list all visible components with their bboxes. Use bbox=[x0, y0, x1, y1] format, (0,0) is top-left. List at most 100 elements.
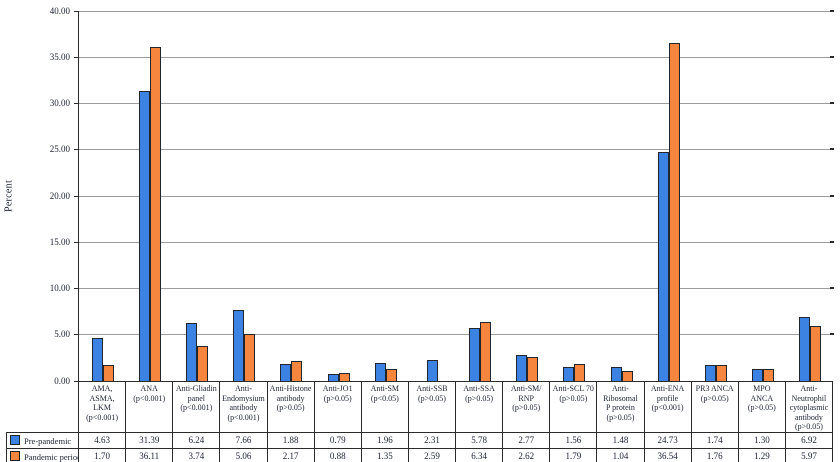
value-cell: 36.54 bbox=[643, 447, 692, 462]
category-header-cell: ANA (p<0.001) bbox=[125, 381, 174, 433]
bar-pandemic-period bbox=[621, 371, 633, 381]
gridline bbox=[79, 102, 834, 104]
category-header-cell: Anti-SSB (p>0.05) bbox=[407, 381, 457, 433]
bar-group bbox=[504, 11, 551, 381]
gridline bbox=[79, 9, 834, 12]
category-header-cell: Anti-SSA (p>0.05) bbox=[454, 381, 504, 433]
y-tick-label: 20.00 bbox=[49, 190, 70, 201]
category-header-cell: AMA, ASMA, LKM (p<0.001) bbox=[77, 381, 127, 433]
category-header-cell: Anti-SM/RNP (p>0.05) bbox=[502, 381, 551, 433]
bar-pandemic-period bbox=[102, 365, 114, 381]
bar-pre-pandemic bbox=[657, 152, 669, 381]
bar-pre-pandemic bbox=[469, 327, 481, 381]
pre-pandemic-row: Pre-pandemic 4.63 31.39 6.24 7.66 1.88 0.79 1.9… bbox=[6, 431, 834, 449]
gridline bbox=[79, 148, 834, 151]
value-cell: 31.39 bbox=[125, 431, 174, 449]
bar-group bbox=[221, 11, 268, 381]
y-tick-mark bbox=[74, 10, 78, 12]
bar-pre-pandemic bbox=[799, 317, 811, 381]
bar-group bbox=[787, 11, 834, 381]
value-cell: 1.70 bbox=[77, 447, 127, 462]
category-header-cell: Anti-ENA profile (p<0.001) bbox=[643, 381, 692, 433]
value-cell: 1.74 bbox=[690, 431, 739, 449]
bar-pre-pandemic bbox=[610, 367, 622, 381]
category-header-cell: Anti- Endomysium antibody (p<0.001) bbox=[219, 381, 268, 433]
value-cell: 1.35 bbox=[360, 447, 409, 462]
bar-pandemic-period bbox=[668, 43, 680, 381]
y-tick-label: 25.00 bbox=[49, 144, 70, 155]
category-header-cell: Anti- Ribosomal P protein (p>0.05) bbox=[596, 381, 645, 433]
bar-group bbox=[551, 11, 598, 381]
category-header-cell: PR3 ANCA (p>0.05) bbox=[690, 381, 739, 433]
legend-label: Pre-pandemic bbox=[24, 435, 72, 446]
bar-group bbox=[79, 11, 126, 381]
bar-group bbox=[126, 11, 173, 381]
bar-pandemic-period bbox=[574, 364, 586, 381]
value-cell: 1.88 bbox=[266, 431, 315, 449]
legend-swatch-pre-pandemic bbox=[10, 434, 20, 445]
y-tick-mark bbox=[74, 288, 78, 289]
gridline bbox=[79, 333, 834, 336]
bar-pandemic-period bbox=[196, 346, 208, 381]
bar-pre-pandemic bbox=[563, 366, 575, 381]
bar-pre-pandemic bbox=[374, 362, 386, 381]
bar-group bbox=[362, 11, 409, 381]
value-cell: 1.96 bbox=[360, 431, 409, 449]
bar-pre-pandemic bbox=[185, 323, 197, 381]
gridline bbox=[79, 194, 834, 197]
bar-group bbox=[692, 11, 739, 381]
bar-group bbox=[409, 11, 456, 381]
y-tick-label: 10.00 bbox=[49, 283, 70, 293]
y-tick-label: 0.00 bbox=[54, 375, 70, 386]
value-cell: 36.11 bbox=[125, 447, 174, 462]
bar-pandemic-period bbox=[149, 46, 161, 381]
value-cell: 2.62 bbox=[502, 447, 551, 462]
bar-pre-pandemic bbox=[516, 355, 528, 381]
plot-area bbox=[78, 9, 834, 381]
y-tick-mark bbox=[74, 334, 78, 336]
y-tick-mark bbox=[74, 56, 78, 58]
category-header-cell: Anti-SM (p<0.05) bbox=[360, 381, 409, 433]
bar-pandemic-period bbox=[527, 356, 539, 381]
value-cell: 0.88 bbox=[313, 447, 362, 462]
bar-pandemic-period bbox=[385, 368, 397, 381]
bar-pandemic-period bbox=[810, 325, 822, 381]
data-table: AMA, ASMA, LKM (p<0.001) ANA (p<0.001) Anti-Gl… bbox=[6, 381, 834, 462]
bar-pre-pandemic bbox=[752, 368, 764, 381]
y-tick-mark bbox=[74, 149, 78, 151]
bar-group bbox=[598, 11, 645, 381]
value-cell: 24.73 bbox=[643, 431, 692, 449]
legend-cell: Pandemic period bbox=[6, 447, 79, 462]
value-cell: 1.30 bbox=[737, 431, 786, 449]
category-header-cell: Anti-Gliadin panel (p<0.001) bbox=[172, 381, 221, 433]
gridline bbox=[79, 240, 834, 243]
y-tick-mark bbox=[74, 380, 78, 382]
bar-group bbox=[457, 11, 504, 381]
table-header-row: AMA, ASMA, LKM (p<0.001) ANA (p<0.001) Anti-Gl… bbox=[7, 381, 834, 433]
value-cell: 1.29 bbox=[737, 447, 786, 462]
bar-pandemic-period bbox=[480, 322, 492, 381]
value-cell: 6.24 bbox=[172, 431, 221, 449]
value-cell: 1.56 bbox=[549, 431, 598, 449]
value-cell: 2.77 bbox=[502, 431, 551, 449]
value-cell: 1.76 bbox=[690, 447, 739, 462]
bar-group bbox=[268, 11, 315, 381]
gridline bbox=[79, 287, 834, 289]
value-cell: 5.06 bbox=[219, 447, 268, 462]
bar-group bbox=[740, 11, 787, 381]
value-cell: 2.17 bbox=[266, 447, 315, 462]
y-tick-label: 35.00 bbox=[49, 51, 70, 62]
bar-pandemic-period bbox=[716, 364, 728, 381]
value-cell: 2.31 bbox=[407, 431, 457, 449]
value-cell: 3.74 bbox=[172, 447, 221, 462]
category-header-cell: Anti- Neutrophil cytoplasmic antibody (p>0.0… bbox=[784, 381, 834, 433]
y-tick-mark bbox=[74, 195, 78, 197]
bar-pre-pandemic bbox=[705, 364, 717, 381]
value-cell: 1.79 bbox=[549, 447, 598, 462]
y-tick-mark bbox=[74, 241, 78, 243]
data-table-body: AMA, ASMA, LKM (p<0.001) ANA (p<0.001) Anti-Gl… bbox=[6, 381, 834, 462]
value-cell: 0.79 bbox=[313, 431, 362, 449]
bar-group bbox=[645, 11, 692, 381]
table-corner-cell bbox=[7, 382, 79, 433]
category-header-cell: Anti-JO1 (p>0.05) bbox=[313, 381, 362, 433]
